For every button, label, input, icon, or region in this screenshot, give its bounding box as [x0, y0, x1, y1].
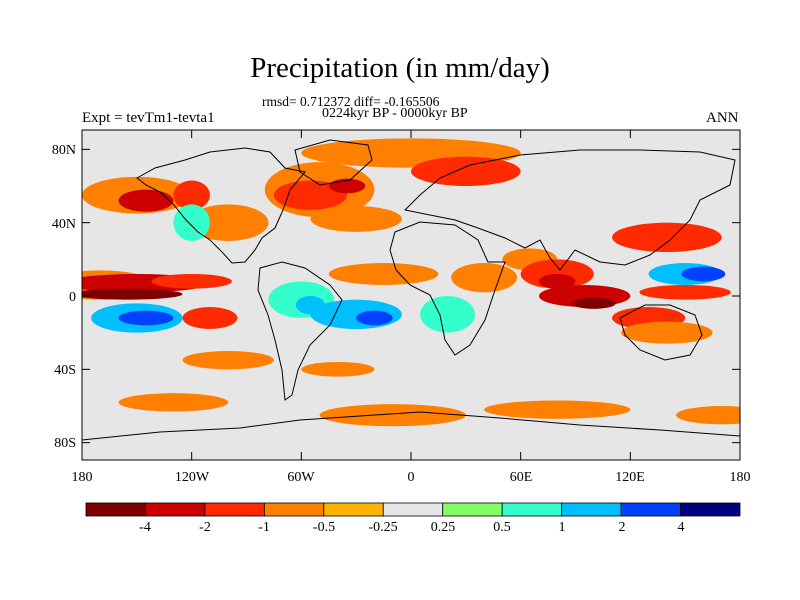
anomaly-region — [182, 307, 238, 329]
south-america-coast — [257, 261, 343, 401]
anomaly-region — [151, 274, 232, 289]
greenland-coast — [294, 139, 373, 186]
anomaly-region — [571, 297, 616, 309]
colorbar-box — [145, 502, 206, 517]
colorbar-box — [620, 502, 681, 517]
lon-label-120w: 120W — [175, 470, 210, 485]
colorbar-label: -4 — [139, 520, 151, 535]
anomaly-region — [621, 321, 713, 344]
anomaly-region — [319, 404, 466, 427]
lat-label-40n: 40N — [52, 217, 76, 232]
colorbar-box — [382, 502, 444, 517]
lon-label-180w: 180 — [72, 470, 93, 485]
anomaly-region — [118, 189, 174, 212]
colorbar-box — [561, 502, 622, 517]
anomaly-region — [118, 310, 174, 326]
lon-label-0: 0 — [408, 470, 415, 485]
anomaly-region — [451, 263, 518, 293]
anomaly-region — [676, 406, 740, 425]
anomaly-region — [538, 274, 576, 289]
eurasia-coast — [403, 149, 736, 271]
colorbar-label: -1 — [258, 520, 270, 535]
lat-label-40s: 40S — [54, 363, 76, 378]
chart-subtitle: 0224kyr BP - 0000kyr BP — [322, 106, 468, 121]
colorbar-box — [680, 502, 741, 517]
anomaly-region — [484, 400, 631, 419]
anomaly-region — [639, 285, 731, 300]
stats-line: rmsd= 0.712372 diff= -0.165506 — [262, 94, 440, 109]
colorbar-label: -0.5 — [313, 520, 335, 535]
colorbar-box — [323, 502, 384, 517]
colorbar-label: 1 — [559, 520, 566, 535]
colorbar-label: 0.25 — [431, 520, 456, 535]
anomaly-region — [612, 222, 722, 252]
lat-label-equator: 0 — [69, 290, 76, 305]
latitude-tick-labels: 80N 40N 0 40S 80S — [52, 143, 76, 451]
anomaly-region — [82, 288, 183, 300]
colorbar-label: -0.25 — [368, 520, 397, 535]
anomaly-region — [411, 156, 521, 186]
lat-label-80n: 80N — [52, 143, 76, 158]
map-frame — [81, 129, 741, 461]
colorbar-box — [85, 502, 146, 517]
anomaly-region — [182, 351, 274, 370]
anomaly-region — [301, 362, 375, 377]
lon-label-60e: 60E — [510, 470, 533, 485]
experiment-label: Expt = tevTm1-tevta1 — [82, 110, 215, 126]
anomaly-region — [681, 266, 726, 282]
anomaly-region — [420, 296, 475, 333]
lat-label-80s: 80S — [54, 436, 76, 451]
anomaly-region — [356, 310, 393, 326]
colorbar — [85, 502, 741, 517]
north-america-coast — [136, 147, 306, 264]
colorbar-label: 0.5 — [493, 520, 511, 535]
australia-coast — [619, 304, 703, 361]
colorbar-box — [442, 502, 503, 517]
colorbar-labels: -4 -2 -1 -0.5 -0.25 0.25 0.5 1 2 4 — [139, 520, 684, 535]
colorbar-label: -2 — [199, 520, 211, 535]
coastlines — [82, 139, 740, 441]
anomaly-region — [328, 263, 439, 285]
colorbar-label: 2 — [619, 520, 626, 535]
anomaly-region — [173, 180, 210, 210]
anomaly-region — [173, 204, 210, 242]
colorbar-label: 4 — [678, 520, 685, 535]
longitude-tick-labels: 180 120W 60W 0 60E 120E 180 — [72, 470, 751, 485]
season-label: ANN — [706, 110, 739, 126]
anomaly-region — [310, 206, 402, 232]
chart-title: Precipitation (in mm/day) — [250, 52, 550, 84]
africa-coast — [389, 221, 506, 356]
antarctica-coast — [82, 411, 740, 441]
anomaly-region — [118, 393, 229, 412]
lon-label-120e: 120E — [615, 470, 645, 485]
colorbar-box — [204, 502, 265, 517]
anomaly-region — [188, 204, 269, 242]
lon-label-60w: 60W — [287, 470, 315, 485]
lon-label-180e: 180 — [730, 470, 751, 485]
colorbar-box — [501, 502, 563, 517]
colorbar-box — [263, 502, 325, 517]
